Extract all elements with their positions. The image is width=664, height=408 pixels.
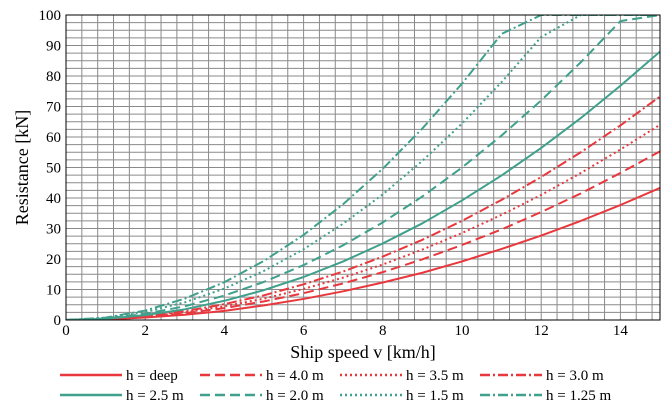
- series-line-3: [66, 123, 660, 320]
- y-tick-label: 90: [46, 39, 61, 55]
- x-tick-label: 12: [534, 323, 549, 339]
- y-tick-label: 100: [39, 8, 62, 24]
- legend-label: h = 1.5 m: [406, 388, 464, 404]
- x-tick-label: 10: [455, 323, 470, 339]
- x-tick-label: 2: [141, 323, 149, 339]
- legend-label: h = deep: [126, 368, 178, 384]
- legend: h = deep h = 4.0 m h = 3.5 m h = 3.0 m h = 2…: [60, 368, 611, 404]
- y-tick-label: 70: [46, 100, 61, 116]
- y-tick-label: 30: [46, 222, 61, 238]
- y-axis-label: Resistance [kN]: [12, 110, 32, 225]
- series-line-2: [66, 150, 660, 320]
- legend-label: h = 3.0 m: [546, 368, 604, 384]
- x-tick-label: 4: [221, 323, 229, 339]
- series-line-1: [66, 187, 660, 320]
- y-tick-label: 60: [46, 130, 61, 146]
- y-tick-label: 40: [46, 191, 61, 207]
- series-line-7: [66, 15, 660, 320]
- y-tick-label: 80: [46, 69, 61, 85]
- series-line-6: [66, 15, 660, 320]
- tick-labels: 0 2 4 6 8 10 12 14 0 10 20 30 40 50 60 70 80 90 100: [39, 8, 629, 339]
- y-tick-label: 0: [54, 313, 62, 329]
- y-tick-label: 20: [46, 252, 61, 268]
- series-line-4: [66, 95, 660, 320]
- x-tick-label: 8: [379, 323, 387, 339]
- legend-label: h = 3.5 m: [406, 368, 464, 384]
- legend-label: h = 4.0 m: [266, 368, 324, 384]
- series-layer: [66, 15, 660, 320]
- legend-label: h = 2.5 m: [126, 388, 184, 404]
- grid: [66, 15, 660, 320]
- x-axis-label: Ship speed v [km/h]: [290, 342, 436, 362]
- series-line-8: [66, 15, 660, 320]
- x-tick-label: 0: [62, 323, 70, 339]
- x-tick-label: 14: [613, 323, 629, 339]
- y-tick-label: 10: [46, 283, 61, 299]
- legend-label: h = 2.0 m: [266, 388, 324, 404]
- x-tick-label: 6: [300, 323, 308, 339]
- y-tick-label: 50: [46, 161, 61, 177]
- legend-label: h = 1.25 m: [546, 388, 611, 404]
- series-line-5: [66, 50, 660, 320]
- plot-frame: [65, 14, 661, 321]
